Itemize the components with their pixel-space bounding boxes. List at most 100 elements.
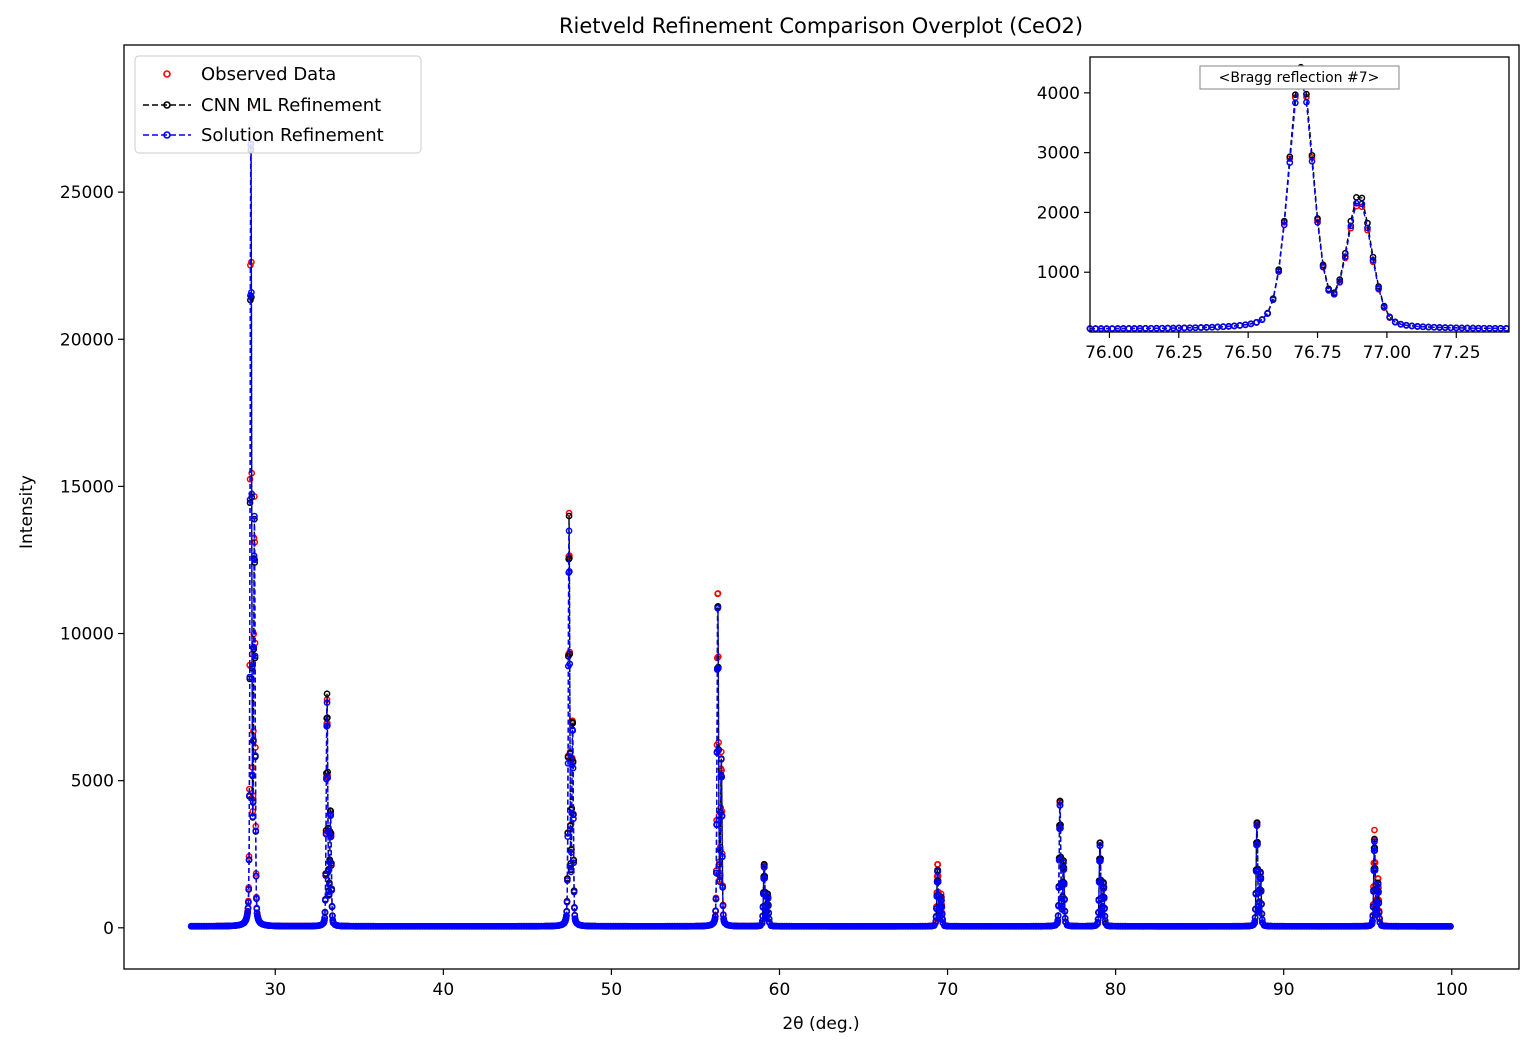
point-solution [245, 898, 252, 906]
point-solution [566, 568, 573, 575]
point-solution [323, 699, 331, 706]
point-cnn [565, 512, 573, 520]
point-solution [250, 736, 257, 744]
series-points-solution [1086, 72, 1510, 333]
point-solution [717, 756, 725, 763]
point-solution [1303, 98, 1310, 106]
point-solution [1308, 157, 1316, 165]
point-solution [1325, 287, 1332, 294]
point-solution [564, 877, 571, 884]
y-tick-label: 3000 [1037, 144, 1080, 164]
y-tick-label: 0 [103, 919, 114, 939]
point-solution [1286, 159, 1294, 167]
point-solution [1371, 866, 1379, 874]
point-solution [937, 894, 945, 901]
point-solution [1375, 285, 1382, 292]
x-tick-label: 40 [433, 980, 455, 1000]
point-solution [1264, 310, 1271, 317]
point-solution [1375, 909, 1383, 917]
point-solution [712, 895, 720, 903]
point-solution [247, 292, 254, 299]
point-solution [715, 861, 723, 868]
point-solution [1060, 866, 1068, 873]
point-solution [565, 527, 573, 535]
point-solution [938, 904, 946, 911]
point-solution [244, 908, 252, 916]
x-tick-label: 60 [769, 980, 791, 1000]
point-solution [1257, 888, 1265, 895]
point-solution [1096, 842, 1104, 849]
point-solution [716, 872, 724, 879]
x-tick-label: 50 [601, 980, 623, 1000]
x-tick-label: 30 [264, 980, 286, 1000]
y-tick-label: 1000 [1037, 263, 1080, 283]
point-solution [252, 872, 260, 880]
inset-frame [1089, 56, 1510, 333]
legend-marker-solution [163, 131, 171, 139]
legend-label-observed: Observed Data [201, 64, 336, 85]
point-solution [718, 853, 726, 861]
inset-background [1090, 57, 1509, 332]
point-solution [327, 833, 335, 841]
inset-annotation-box [1199, 65, 1400, 90]
point-solution [321, 909, 329, 917]
point-solution [1369, 256, 1377, 264]
y-tick-label: 2000 [1037, 203, 1080, 223]
point-solution [1376, 915, 1383, 923]
point-solution [246, 496, 254, 504]
point-cnn [323, 690, 331, 698]
point-solution [1258, 316, 1266, 324]
point-solution [714, 604, 722, 612]
point-solution [566, 756, 574, 763]
point-solution [765, 915, 773, 923]
point-solution [1257, 875, 1265, 883]
x-tick-label: 77.25 [1432, 343, 1481, 363]
y-tick-label: 10000 [60, 625, 114, 645]
y-tick-label: 4000 [1037, 84, 1080, 104]
point-solution [246, 673, 254, 681]
point-solution [718, 773, 726, 781]
main-data-layer [187, 102, 1454, 930]
point-solution [564, 833, 572, 841]
point-solution [245, 856, 253, 863]
point-solution [714, 664, 722, 672]
point-solution [1330, 290, 1338, 298]
legend-label-solution: Solution Refinement [201, 125, 384, 146]
point-cnn [1291, 91, 1299, 99]
point-solution [720, 911, 727, 919]
point-solution [1258, 916, 1266, 924]
point-solution [326, 858, 334, 866]
point-solution [1101, 905, 1108, 913]
point-solution [324, 774, 332, 782]
x-tick-label: 76.25 [1154, 343, 1203, 363]
point-solution [1258, 900, 1265, 908]
point-solution [248, 663, 256, 670]
point-solution [249, 813, 257, 820]
inset-annotation: <Bragg reflection #7> [1219, 70, 1380, 86]
point-solution [570, 815, 577, 823]
point-solution [328, 862, 335, 869]
point-solution [1061, 915, 1069, 922]
point-solution [1341, 253, 1349, 260]
point-solution [761, 863, 768, 871]
point-solution [934, 878, 942, 886]
point-solution [328, 903, 336, 911]
point-solution [567, 826, 574, 833]
legend-marker-cnn [163, 101, 171, 109]
point-solution [1447, 922, 1454, 930]
y-tick-label: 15000 [60, 477, 114, 497]
x-tick-label: 76.50 [1224, 343, 1273, 363]
point-solution [563, 898, 571, 906]
point-solution [934, 868, 942, 875]
point-solution [711, 915, 719, 923]
point-solution [323, 775, 330, 783]
point-solution [244, 904, 252, 912]
point-solution [325, 868, 332, 875]
point-solution [1054, 912, 1062, 920]
legend-box [134, 55, 422, 154]
point-solution [329, 912, 336, 920]
point-solution [252, 752, 259, 759]
point-solution [719, 884, 727, 891]
point-solution [764, 895, 772, 902]
